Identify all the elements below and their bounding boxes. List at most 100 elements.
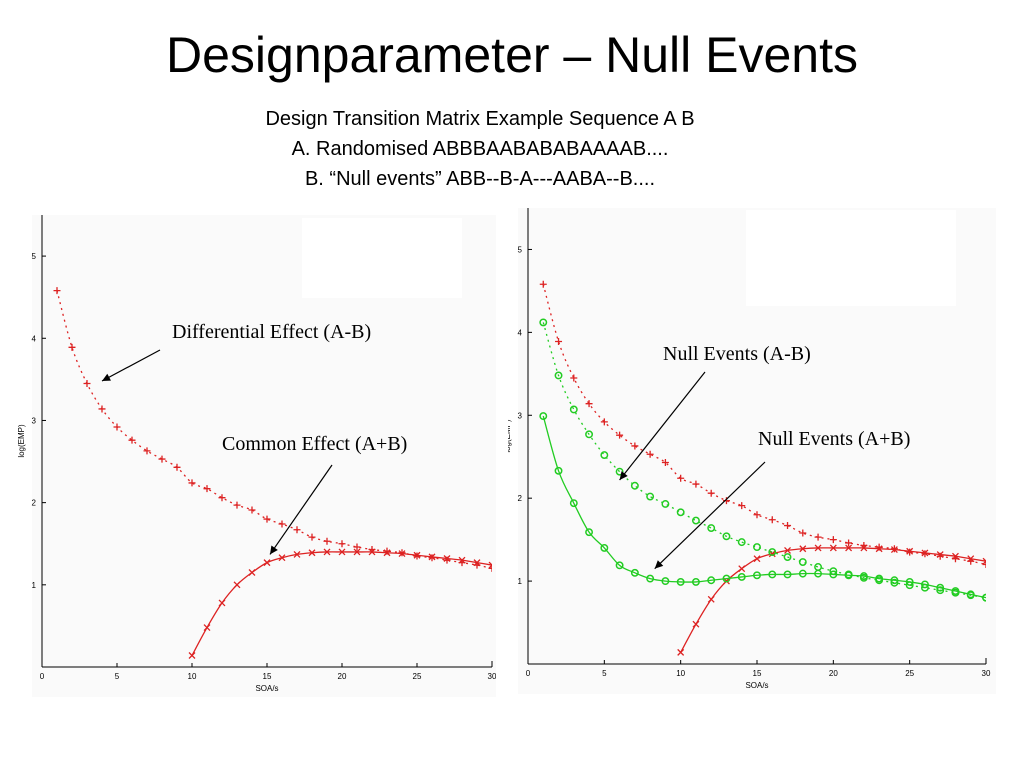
data-point [722, 574, 731, 583]
data-point [829, 544, 837, 552]
data-point [829, 570, 838, 579]
data-point [707, 524, 716, 532]
series-group [53, 287, 492, 659]
data-point [798, 569, 807, 578]
data-point [692, 620, 700, 628]
x-tick-label: 25 [905, 669, 914, 678]
data-point [982, 593, 986, 602]
data-point [677, 648, 685, 656]
data-point [570, 374, 578, 382]
data-point [692, 480, 700, 488]
data-point [398, 550, 406, 558]
data-point [488, 561, 492, 569]
data-point [413, 551, 421, 559]
data-point [278, 554, 286, 562]
y-tick-label: 2 [518, 494, 523, 503]
data-point [539, 412, 548, 421]
subtitle-line-2: A. Randomised ABBBAABABABAAAAB.... [291, 138, 669, 160]
data-point [738, 565, 746, 573]
data-point [875, 574, 884, 583]
data-point [555, 337, 563, 345]
data-point [799, 529, 807, 537]
x-tick-label: 10 [676, 669, 685, 678]
annotation-arrow-line [269, 464, 333, 555]
y-tick-label: 2 [32, 499, 37, 508]
data-point [443, 555, 451, 562]
data-point [353, 543, 361, 551]
data-point [585, 430, 594, 439]
data-point [338, 540, 346, 548]
x-tick-label: 10 [188, 672, 197, 681]
annotation-label: Differential Effect (A-B) [172, 321, 371, 343]
data-point [630, 568, 639, 577]
subtitle-line-3: B. “Null events” ABB--B-A---AABA--B.... [304, 168, 656, 190]
data-point [890, 578, 899, 587]
annotation-label: Null Events (A+B) [758, 428, 910, 450]
x-tick-label: 30 [488, 672, 496, 681]
y-tick-label: 5 [518, 245, 523, 254]
y-tick-label: 1 [32, 581, 37, 590]
data-point [676, 508, 685, 517]
data-point [737, 538, 746, 547]
data-point [952, 552, 959, 560]
data-point [783, 570, 792, 579]
data-point [308, 533, 316, 541]
data-point [600, 451, 609, 460]
data-point [188, 479, 196, 487]
data-point [539, 318, 548, 327]
data-point [368, 548, 376, 556]
data-point [859, 572, 868, 581]
data-point [263, 515, 271, 523]
data-point [814, 533, 822, 541]
data-point [661, 500, 670, 508]
data-point [753, 543, 761, 552]
data-point [814, 544, 822, 552]
data-point [784, 546, 791, 554]
data-point [158, 455, 166, 463]
annotation-arrow-head [619, 471, 628, 480]
data-point [233, 501, 241, 509]
data-point [353, 548, 361, 556]
data-point [631, 442, 639, 450]
y-tick-label: 4 [32, 334, 37, 343]
data-point [799, 545, 807, 553]
data-point [691, 577, 700, 586]
data-point [98, 405, 106, 413]
data-point [263, 559, 271, 567]
data-point [707, 595, 715, 603]
data-point [845, 544, 853, 552]
series-line-0 [56, 290, 492, 570]
data-point [753, 571, 761, 580]
data-point [338, 548, 346, 556]
x-tick-label: 20 [829, 669, 838, 678]
y-axis-label: log(EMP) [508, 419, 512, 453]
data-point [569, 405, 578, 414]
data-point [615, 467, 624, 476]
data-point [248, 569, 256, 576]
series-line-3 [542, 415, 986, 599]
data-point [707, 489, 715, 497]
data-point [798, 558, 807, 566]
data-point [278, 520, 286, 528]
annotation-arrow-line [101, 349, 161, 382]
x-tick-label: 0 [526, 669, 531, 678]
data-point [188, 652, 196, 659]
data-point [982, 557, 986, 565]
data-point [488, 564, 492, 572]
data-point [383, 549, 391, 557]
x-tick-label: 15 [753, 669, 762, 678]
data-point [661, 577, 670, 586]
data-point [233, 581, 241, 589]
annotation-arrow-head [654, 560, 664, 569]
data-point [308, 549, 316, 557]
annotation-arrow-head [270, 545, 278, 555]
data-point [890, 576, 899, 585]
data-point [844, 571, 853, 580]
data-point [143, 447, 151, 455]
data-point [722, 532, 731, 541]
data-point [615, 561, 624, 570]
data-point [661, 459, 669, 467]
y-axis-label: log(EMP) [17, 424, 26, 458]
data-point [458, 556, 466, 564]
y-tick-label: 3 [518, 411, 523, 420]
